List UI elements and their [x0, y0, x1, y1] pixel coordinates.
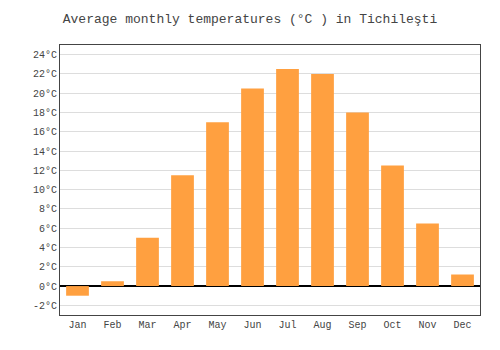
- svg-text:Oct: Oct: [383, 320, 401, 331]
- svg-text:16°C: 16°C: [33, 127, 57, 138]
- svg-text:Jan: Jan: [68, 320, 86, 331]
- svg-text:Mar: Mar: [138, 320, 156, 331]
- svg-text:Average monthly temperatures (: Average monthly temperatures (°C ) in Ti…: [63, 12, 438, 27]
- svg-text:14°C: 14°C: [33, 147, 57, 158]
- svg-text:10°C: 10°C: [33, 185, 57, 196]
- svg-text:12°C: 12°C: [33, 166, 57, 177]
- svg-text:Nov: Nov: [418, 320, 436, 331]
- svg-text:22°C: 22°C: [33, 69, 57, 80]
- svg-text:0°C: 0°C: [39, 282, 57, 293]
- svg-text:Apr: Apr: [173, 320, 191, 331]
- svg-text:Feb: Feb: [103, 320, 121, 331]
- svg-text:8°C: 8°C: [39, 204, 57, 215]
- svg-text:Jun: Jun: [243, 320, 261, 331]
- svg-text:18°C: 18°C: [33, 108, 57, 119]
- svg-text:Aug: Aug: [313, 320, 331, 331]
- svg-text:6°C: 6°C: [39, 224, 57, 235]
- svg-text:Jul: Jul: [278, 320, 296, 331]
- svg-text:Dec: Dec: [453, 320, 471, 331]
- svg-text:4°C: 4°C: [39, 243, 57, 254]
- svg-text:Sep: Sep: [348, 320, 366, 331]
- svg-text:24°C: 24°C: [33, 50, 57, 61]
- svg-text:2°C: 2°C: [39, 262, 57, 273]
- svg-text:-2°C: -2°C: [33, 301, 57, 312]
- svg-text:20°C: 20°C: [33, 89, 57, 100]
- svg-text:May: May: [208, 320, 226, 331]
